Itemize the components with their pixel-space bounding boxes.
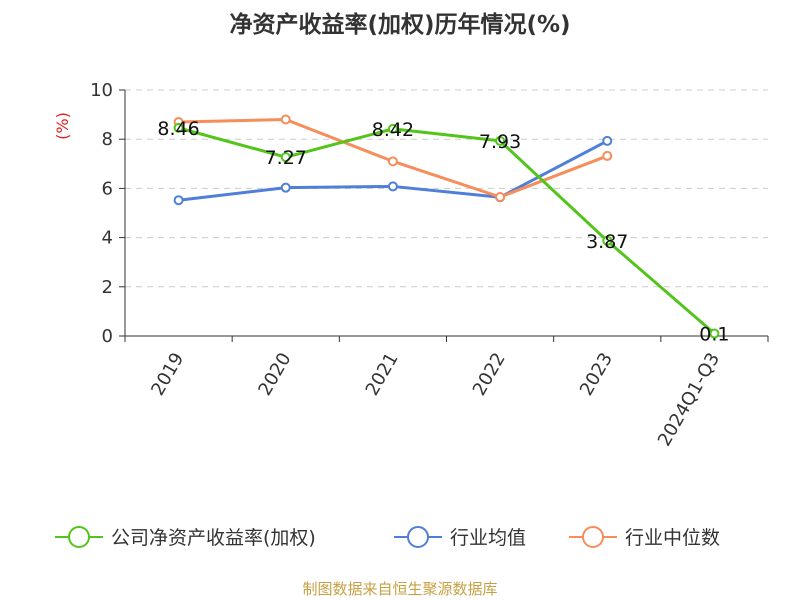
series-1-point-1 [280,182,291,193]
series-2-point-4 [602,150,613,161]
data-label-2: 8.42 [372,119,414,141]
series-0-point-4 [602,235,613,246]
data-label-4: 3.87 [586,231,628,253]
y-tick-label-0: 0 [102,326,113,347]
legend-marker-0 [68,526,90,548]
source-note: 制图数据来自恒生聚源数据库 [302,580,497,598]
series-line-0 [178,126,716,335]
legend-label-0: 公司净资产收益率(加权) [111,527,316,549]
series-0-point-3 [495,135,506,146]
data-label-5: 0.1 [699,324,729,346]
legend-label-1: 行业均值 [450,527,526,549]
series-layer [173,114,720,339]
legend-marker-2 [582,526,604,548]
legend-label-2: 行业中位数 [625,527,720,549]
series-1-point-0 [173,195,184,206]
series-1-point-2 [387,181,398,192]
series-0-point-0 [173,122,184,133]
series-2-point-3 [495,192,506,203]
data-label-0: 8.46 [157,118,199,140]
series-1-point-4 [602,135,613,146]
y-tick-label-2: 4 [102,228,113,249]
y-tick-label-3: 6 [102,178,113,199]
data-labels: 8.46 7.27 8.42 7.93 3.87 0.1 [157,118,729,346]
series-0-point-2 [387,123,398,134]
legend-marker-1 [407,526,429,548]
x-tick-label-2: 2021 [362,349,403,399]
chart-title: 净资产收益率(加权)历年情况(%) [229,11,570,38]
grid-lines [125,89,768,288]
series-0-point-1 [280,152,291,163]
y-axis-label: (%) [53,112,72,140]
legend: 公司净资产收益率(加权) 行业均值 行业中位数 [55,526,720,549]
series-2-point-2 [387,156,398,167]
series-2-point-1 [280,114,291,125]
y-tick-label-5: 10 [90,80,113,101]
data-label-3: 7.93 [479,131,521,153]
x-tick-label-1: 2020 [254,349,295,399]
y-tick-label-1: 2 [102,277,113,298]
x-tick-label-4: 2023 [576,349,617,399]
x-tick-label-0: 2019 [147,349,188,399]
x-tick-label-3: 2022 [469,349,510,399]
y-tick-label-4: 8 [102,129,113,150]
series-0-point-5 [709,328,720,339]
data-label-1: 7.27 [265,147,307,169]
x-tick-label-5: 2024Q1-Q3 [654,349,724,450]
